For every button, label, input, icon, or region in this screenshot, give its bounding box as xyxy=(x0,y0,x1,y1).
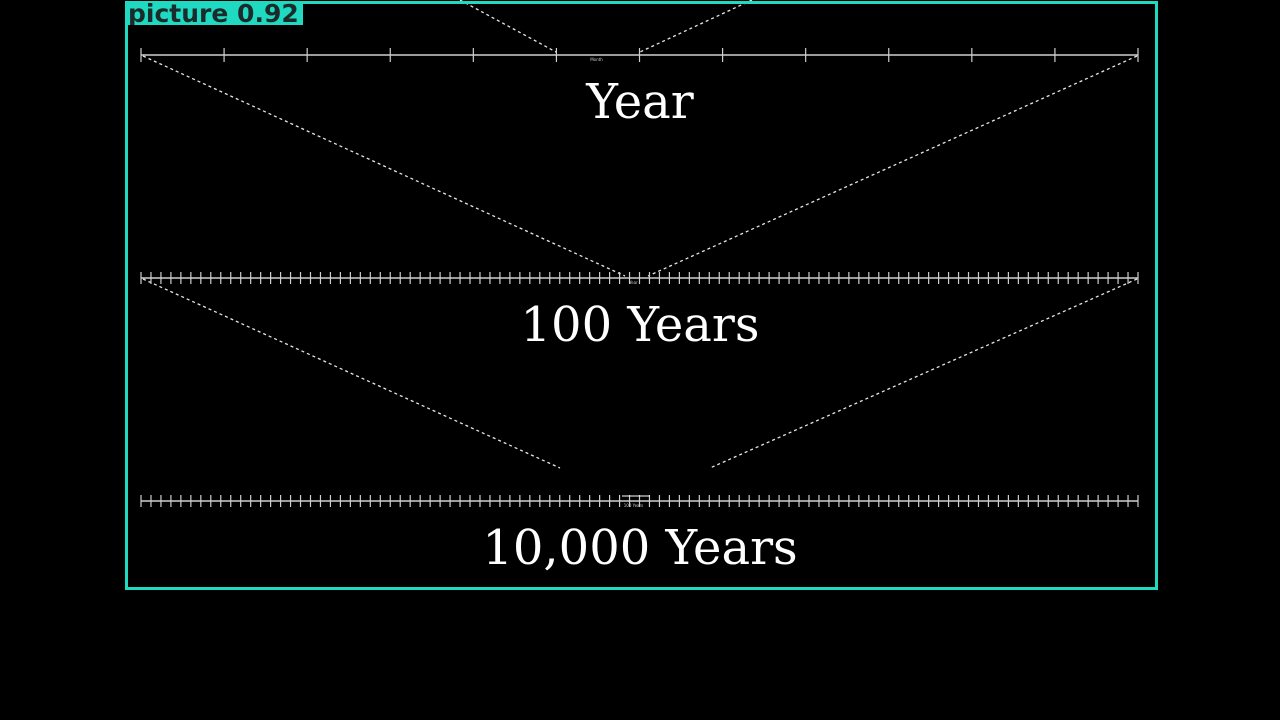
connector-line xyxy=(647,55,1138,277)
timelines-group: Month Year Year 100 Years 100 Years 10,000 Ye… xyxy=(140,48,1139,576)
connector-line xyxy=(709,278,1138,469)
connector-line xyxy=(459,0,557,53)
detection-label: picture 0.92 xyxy=(125,1,303,25)
connector-line xyxy=(639,0,753,53)
segment-label: Month xyxy=(590,57,603,62)
segment-label: Year xyxy=(628,280,638,285)
connector-line xyxy=(142,55,626,277)
detection-score: 0.92 xyxy=(237,1,299,25)
detection-class: picture xyxy=(128,1,229,25)
segment-label: 100 Years xyxy=(624,503,643,508)
timeline-3: 100 Years 10,000 Years xyxy=(140,495,1139,576)
zoom-connector-lines xyxy=(142,0,1138,469)
timeline-title: 100 Years xyxy=(521,297,760,353)
timeline-1: Month Year xyxy=(140,48,1139,130)
timeline-2: Year 100 Years xyxy=(140,272,1139,353)
connector-line xyxy=(142,278,561,469)
timeline-title: 10,000 Years xyxy=(482,520,797,576)
timeline-title: Year xyxy=(585,74,694,130)
